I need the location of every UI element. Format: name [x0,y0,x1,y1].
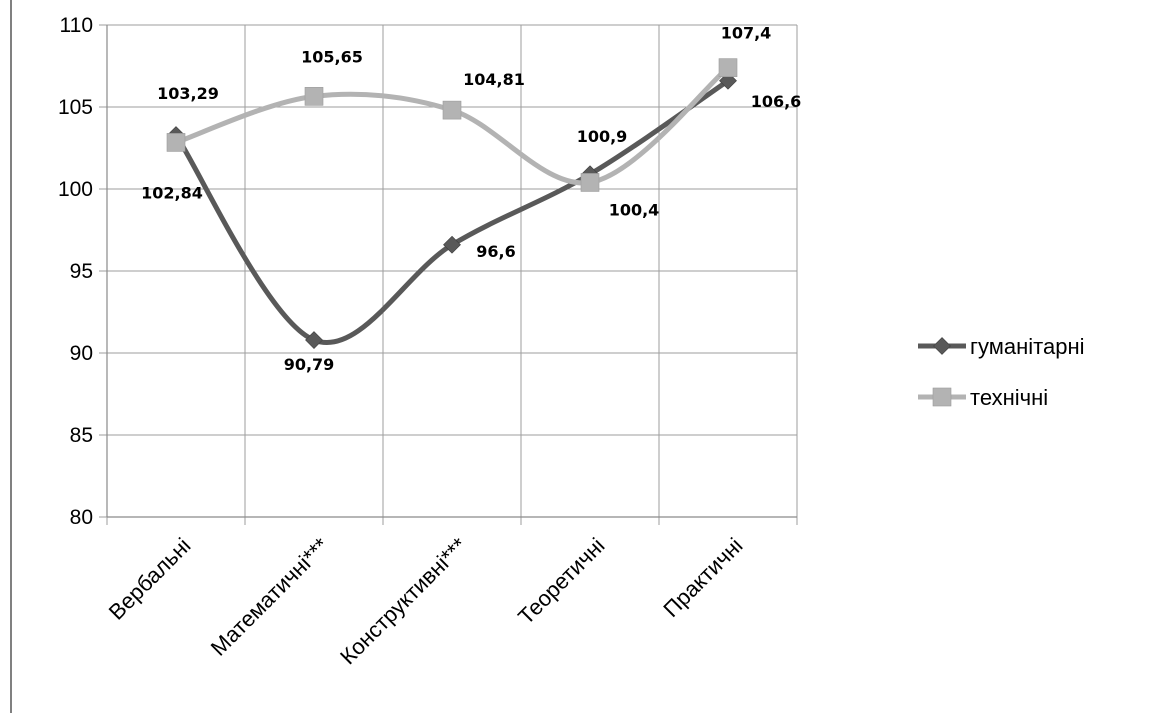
y-tick-label: 100 [58,178,93,201]
x-category-label: Конструктивні*** [335,533,472,670]
data-label: 100,9 [577,127,628,146]
legend-marker [932,387,952,407]
y-tick-label: 85 [70,424,93,447]
data-label: 103,29 [157,84,219,103]
x-category-label: Вербальні [104,533,196,625]
data-point-marker [304,87,324,106]
legend-label: технічні [970,385,1048,410]
data-label: 100,4 [609,200,660,219]
data-point-marker [580,173,600,192]
y-tick-label: 90 [70,342,93,365]
data-labels: 103,29 90,79 96,6 100,9 106,6 102,84 105,65 104… [141,24,801,374]
data-point-marker [718,58,738,77]
x-category-label: Теоретичні [513,533,609,629]
y-tick-label: 95 [70,260,93,283]
data-point-marker [305,331,323,349]
series [166,58,738,349]
y-tick-label: 105 [58,96,93,119]
legend: гуманітарні технічні [918,334,1085,410]
data-point-marker [166,133,186,152]
y-tick-label: 80 [70,506,93,529]
x-category-label: Математичні*** [206,533,334,661]
y-tick-label: 110 [60,14,93,37]
x-category-label: Практичні [658,533,747,622]
legend-marker [933,337,951,355]
x-axis-category-labels: Вербальні Математичні*** Конструктивні*** Т… [104,533,748,670]
data-label: 102,84 [141,183,203,202]
data-label: 105,65 [301,47,363,66]
data-point-marker [442,100,462,120]
data-point-marker [443,235,461,254]
legend-label: гуманітарні [970,334,1085,359]
data-label: 90,79 [284,355,335,374]
y-axis-tick-labels: 80 85 90 95 100 105 110 [58,14,93,529]
data-label: 106,6 [751,92,802,111]
series-line-technical [173,65,731,186]
axes [99,24,797,525]
data-label: 107,4 [721,24,772,43]
data-label: 96,6 [476,242,515,261]
data-label: 104,81 [463,70,525,89]
series-line-humanities [173,78,731,345]
